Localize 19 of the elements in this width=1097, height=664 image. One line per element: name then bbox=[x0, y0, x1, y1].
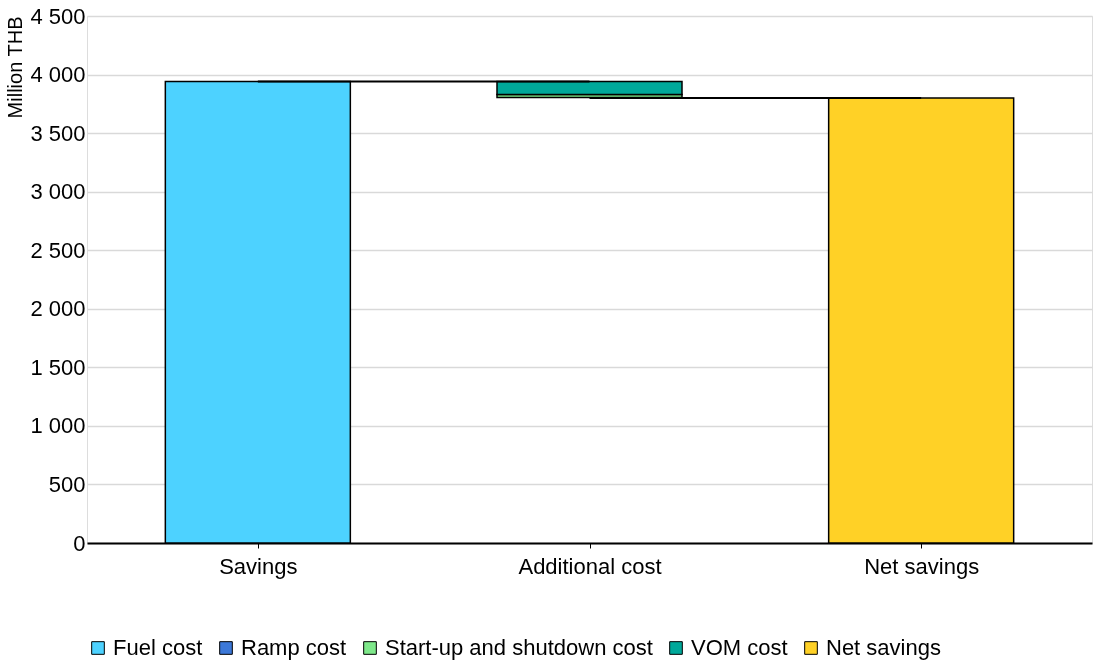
y-tick-label: 4 500 bbox=[30, 3, 86, 29]
y-tick-label: 4 000 bbox=[30, 62, 86, 88]
legend-label: Ramp cost bbox=[241, 635, 347, 660]
y-tick-label: 500 bbox=[48, 471, 86, 497]
y-tick-label: 2 500 bbox=[30, 237, 86, 263]
x-tick-label: Savings bbox=[219, 553, 298, 579]
legend-label: Start-up and shutdown cost bbox=[385, 635, 653, 660]
y-tick-label: 2 000 bbox=[30, 296, 86, 322]
y-axis-title: Million THB bbox=[4, 16, 27, 119]
legend-label: Net savings bbox=[826, 635, 941, 660]
x-tick-label: Additional cost bbox=[518, 553, 662, 579]
y-tick-label: 3 000 bbox=[30, 179, 86, 205]
y-tick-label: 1 000 bbox=[30, 413, 86, 439]
y-tick-label: 1 500 bbox=[30, 354, 86, 380]
legend-label: VOM cost bbox=[691, 635, 788, 660]
y-tick-label: 3 500 bbox=[30, 120, 86, 146]
y-tick-label: 0 bbox=[73, 530, 86, 556]
legend-label: Fuel cost bbox=[113, 635, 203, 660]
x-tick-label: Net savings bbox=[864, 553, 980, 579]
